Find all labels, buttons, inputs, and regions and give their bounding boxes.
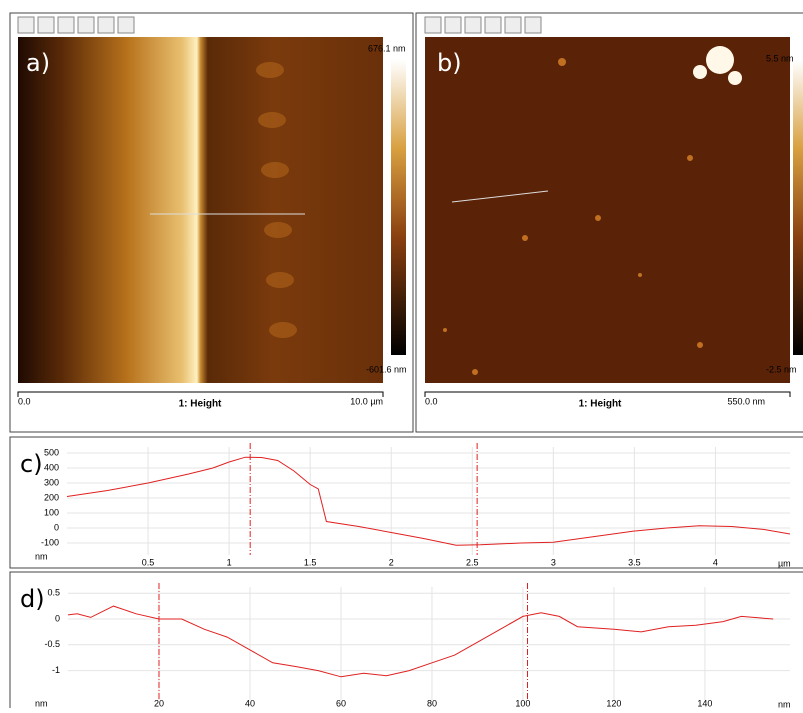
screen: 676.1 nm -601.6 nm a) 0.0 1: Height 10.0… <box>0 0 803 708</box>
x-unit: µm <box>778 558 791 568</box>
scale-max: 676.1 nm <box>368 43 406 53</box>
chart-frame <box>10 572 803 708</box>
axis-title: 1: Height <box>579 399 622 410</box>
y-unit: nm <box>35 698 48 708</box>
axis-end: 10.0 µm <box>350 396 383 406</box>
panel-label: c) <box>20 450 43 478</box>
x-tick-label: 3.5 <box>628 557 641 567</box>
panel-label: b) <box>437 49 462 77</box>
panel-label: a) <box>26 49 50 77</box>
x-tick-label: 1 <box>227 557 232 567</box>
afm-image <box>425 37 790 383</box>
color-bar <box>793 60 803 355</box>
scale-min: -601.6 nm <box>366 364 407 374</box>
panel-label: d) <box>20 585 45 613</box>
y-tick-label: -0.5 <box>44 639 60 649</box>
scale-max: 5.5 nm <box>766 53 794 63</box>
x-tick-label: 2 <box>389 557 394 567</box>
scale-min: -2.5 nm <box>766 364 797 374</box>
y-tick-label: 0.5 <box>47 588 60 598</box>
axis-title: 1: Height <box>179 399 222 410</box>
y-tick-label: 200 <box>44 492 59 502</box>
y-tick-label: -1 <box>52 665 60 675</box>
chart-frame <box>10 437 803 568</box>
y-tick-label: 500 <box>44 447 59 457</box>
axis-start: 0.0 <box>425 396 438 406</box>
y-unit: nm <box>35 551 48 561</box>
x-tick-label: 1.5 <box>304 557 317 567</box>
x-tick-label: 3 <box>551 557 556 567</box>
axis-start: 0.0 <box>18 396 31 406</box>
y-tick-label: 300 <box>44 477 59 487</box>
x-tick-label: 0.5 <box>142 557 155 567</box>
y-tick-label: 0 <box>54 522 59 532</box>
x-tick-label: 4 <box>713 557 718 567</box>
y-tick-label: 100 <box>44 507 59 517</box>
y-tick-label: -100 <box>41 537 59 547</box>
y-tick-label: 400 <box>44 462 59 472</box>
x-unit: nm <box>778 699 791 708</box>
y-tick-label: 0 <box>55 613 60 623</box>
axis-end: 550.0 nm <box>727 396 765 406</box>
afm-image <box>18 37 383 383</box>
x-tick-label: 2.5 <box>466 557 479 567</box>
color-bar <box>391 60 406 355</box>
